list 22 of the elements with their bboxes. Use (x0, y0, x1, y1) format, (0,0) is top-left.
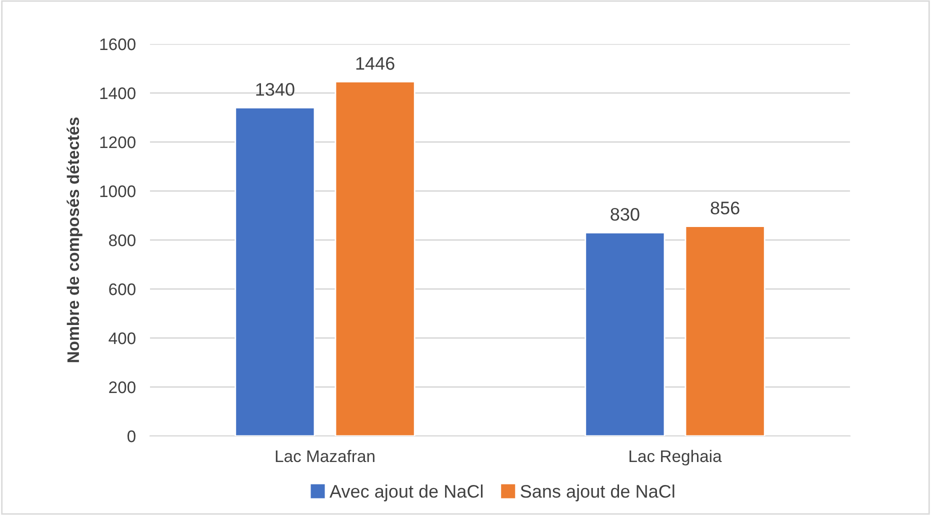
y-tick-label: 1000 (100, 185, 136, 198)
x-tick-label: Lac Mazafran (276, 450, 374, 462)
data-label: 830 (610, 208, 640, 221)
y-tick-label: 1400 (100, 87, 136, 100)
bar (584, 232, 666, 436)
x-tick-label: Lac Reghaia (630, 450, 722, 466)
y-tick-label: 1600 (100, 38, 136, 50)
y-tick-label: 1200 (100, 136, 136, 148)
data-label: 1340 (256, 83, 294, 96)
data-label: 856 (710, 202, 740, 214)
y-tick-label: 0 (127, 430, 136, 442)
bar (684, 226, 766, 436)
y-tick-label: 400 (108, 332, 136, 344)
y-tick-label: 600 (109, 283, 136, 296)
legend-label: Avec ajout de NaCl (330, 484, 483, 502)
y-tick-label: 800 (109, 234, 136, 246)
y-tick-label: 200 (109, 381, 136, 394)
legend-label: Sans ajout de NaCl (520, 484, 674, 502)
bar (334, 81, 416, 436)
y-axis-title: Nombre de composés détectés (66, 117, 82, 362)
data-label: 1446 (356, 57, 394, 70)
bar (234, 107, 316, 436)
